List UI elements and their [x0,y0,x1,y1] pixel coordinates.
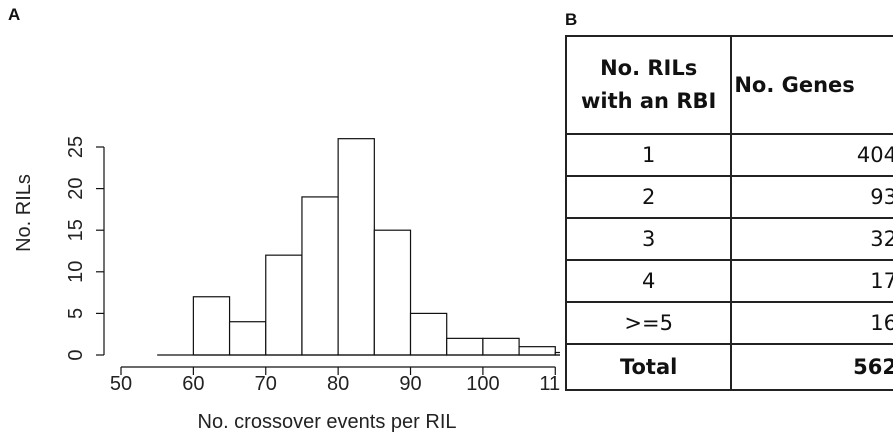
x-tick-label: 100 [466,373,499,395]
histogram-bar [373,229,412,356]
x-tick-label: 70 [255,373,277,395]
x-tick-label: 90 [399,373,421,395]
histogram-bar [409,312,448,356]
cell-genes: 93 [730,175,893,219]
table-row: 3 32 [564,217,893,261]
cell-genes: 17 [730,259,893,303]
cell-rils: 3 [564,217,733,261]
x-axis-label: No. crossover events per RIL [198,411,457,433]
histogram-bar [482,337,520,356]
total-label: Total [564,343,733,391]
y-tick-label: 25 [65,136,87,158]
y-tick-label: 15 [65,219,87,241]
panel-b-label: B [565,10,578,29]
histogram-bar [301,196,339,356]
cell-rils: 4 [564,259,733,303]
histogram-bar [518,346,556,356]
histogram-bar [228,321,267,356]
rbi-gene-table: No. RILs with an RBI No. Genes 1 404 2 9… [564,35,893,391]
cell-genes: 32 [730,217,893,261]
header-rils-line2: with an RBI [580,89,717,113]
table-row: 1 404 [564,133,893,177]
header-num-genes: No. Genes [730,35,893,135]
histogram-chart: 0 5 10 15 20 25 50 60 70 80 90 100 110 No. RILs No.… [13,136,560,433]
y-axis-label: No. RILs [13,174,35,252]
table-row: 4 17 [564,259,893,303]
x-tick-label: 110 [539,373,560,395]
cell-rils: 2 [564,175,733,219]
x-axis: 50 60 70 80 90 100 110 [110,366,560,395]
table-header-row: No. RILs with an RBI No. Genes [564,35,893,135]
x-tick-label: 80 [327,373,349,395]
y-tick-label: 5 [65,308,87,319]
y-tick-label: 10 [65,261,87,283]
cell-genes: 404 [730,133,893,177]
histogram-bar [337,138,375,356]
x-tick-label: 60 [182,373,204,395]
y-tick-label: 0 [65,349,87,360]
cell-rils: >=5 [564,301,733,345]
histogram-bar [554,351,560,356]
y-axis: 0 5 10 15 20 25 [65,136,105,361]
panel-a-label: A [8,5,21,24]
histogram-bar [192,296,231,356]
y-tick-label: 20 [65,177,87,199]
histogram-bars [157,138,560,356]
header-rils-line1: No. RILs [600,56,698,81]
x-tick-label: 50 [110,373,132,395]
histogram-bar [446,337,484,356]
histogram-bar [265,254,303,356]
table-row: >=5 16 [564,301,893,345]
table-total-row: Total 562 [564,343,893,391]
header-rils-with-rbi: No. RILs with an RBI [564,35,733,135]
rbi-gene-table-container: No. RILs with an RBI No. Genes 1 404 2 9… [564,35,893,391]
cell-rils: 1 [564,133,733,177]
total-value: 562 [730,343,893,391]
cell-genes: 16 [730,301,893,345]
table-row: 2 93 [564,175,893,219]
